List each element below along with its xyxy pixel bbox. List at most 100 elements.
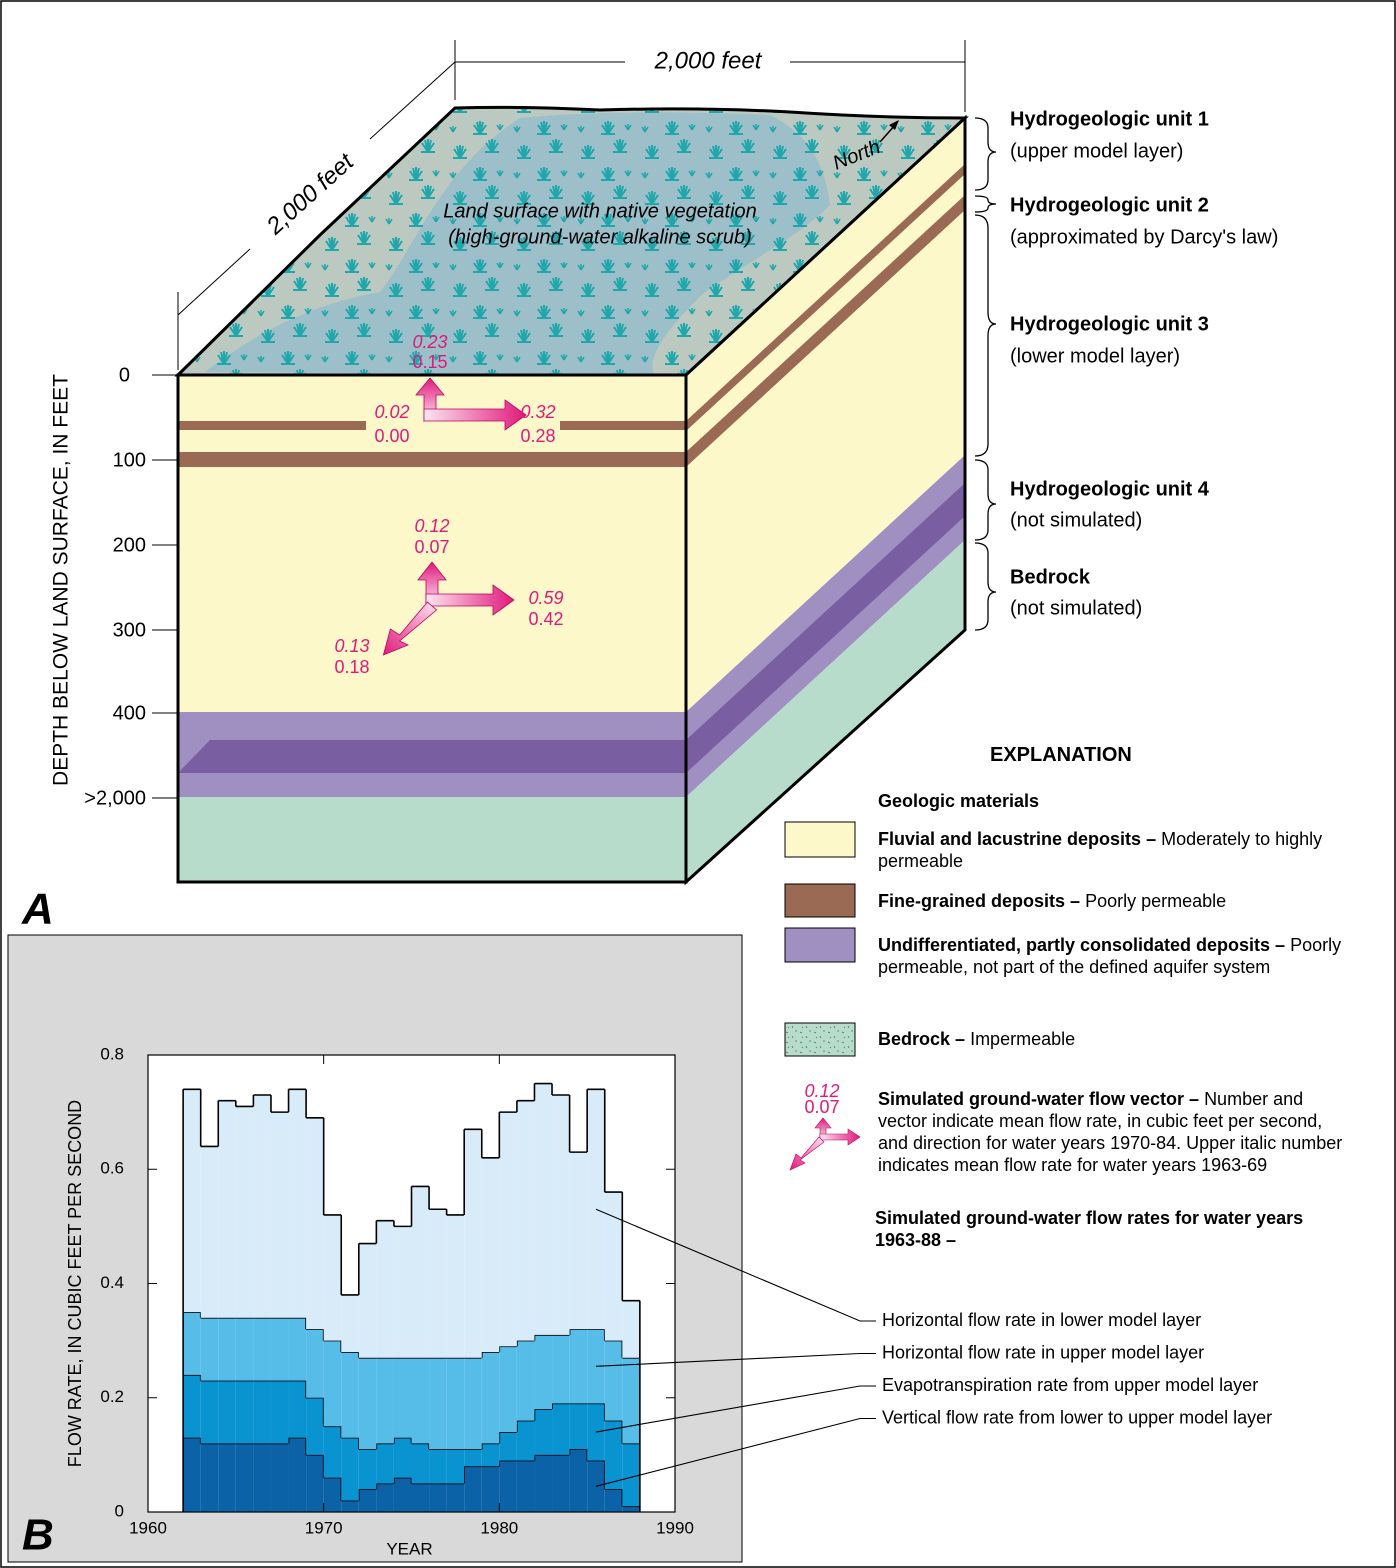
stack-segment: [517, 1101, 535, 1341]
stack-segment: [376, 1443, 394, 1483]
stack-segment: [183, 1312, 201, 1375]
flow-late: 0.07: [414, 537, 449, 557]
stack-segment: [394, 1478, 412, 1512]
stack-segment: [464, 1129, 482, 1358]
flow-early: 0.02: [374, 402, 409, 422]
stack-segment: [271, 1443, 289, 1512]
stack-segment: [341, 1295, 359, 1352]
surface-label: Land surface with native vegetation: [443, 200, 757, 222]
depth-tick-label: 300: [113, 619, 146, 641]
stack-segment: [605, 1421, 623, 1490]
legend-name: Fine-grained deposits –: [878, 891, 1080, 911]
unit-note: (lower model layer): [1010, 345, 1180, 367]
stack-segment: [201, 1381, 219, 1444]
swatch-fine: [785, 884, 855, 917]
stack-segment: [605, 1489, 623, 1512]
stack-segment: [622, 1358, 640, 1444]
stack-segment: [517, 1421, 535, 1461]
stack-segment: [201, 1146, 219, 1317]
stack-segment: [359, 1358, 377, 1449]
y-tick-label: 0.2: [100, 1387, 124, 1406]
y-tick-label: 0.4: [100, 1273, 124, 1292]
stack-segment: [622, 1301, 640, 1358]
dimension-line: [178, 249, 250, 315]
stack-segment: [464, 1358, 482, 1449]
series-label: Evapotranspiration rate from upper model…: [882, 1375, 1258, 1395]
stack-segment: [499, 1112, 517, 1346]
surface-label: (high-ground-water alkaline scrub): [448, 226, 751, 248]
stack-segment: [464, 1449, 482, 1466]
depth-tick-label: 100: [113, 449, 146, 471]
stack-segment: [447, 1483, 465, 1512]
stack-segment: [236, 1443, 254, 1512]
unit-name: Hydrogeologic unit 2: [1010, 194, 1209, 216]
stack-segment: [359, 1449, 377, 1489]
fine-layer: [178, 421, 366, 430]
panel-letter: B: [22, 1511, 54, 1560]
stack-segment: [447, 1358, 465, 1449]
fine-layer: [560, 421, 686, 430]
stack-segment: [482, 1352, 500, 1443]
stack-segment: [289, 1381, 307, 1438]
legend-name: Fluvial and lacustrine deposits –: [878, 829, 1156, 849]
flow-early: 0.32: [520, 402, 555, 422]
fine-layer: [178, 452, 686, 467]
stack-segment: [412, 1483, 430, 1512]
stack-segment: [324, 1478, 342, 1512]
stack-segment: [570, 1152, 588, 1329]
stack-segment: [429, 1358, 447, 1449]
stack-segment: [447, 1449, 465, 1483]
stack-segment: [394, 1226, 412, 1357]
undifferentiated-dark-layer: [178, 740, 686, 773]
brace: [975, 196, 996, 212]
stack-segment: [341, 1352, 359, 1438]
legend-swatches: [785, 822, 855, 1056]
swatch-bedrock: [785, 1023, 855, 1056]
stack-segment: [482, 1158, 500, 1352]
block-diagram: 2,000 feet 2,000 feet North Land surface…: [21, 40, 1278, 934]
depth-tick-label: 400: [113, 702, 146, 724]
swatch-undifferentiated: [785, 928, 855, 962]
brace: [975, 118, 996, 190]
stack-segment: [306, 1455, 324, 1512]
stack-segment: [183, 1438, 201, 1512]
y-tick-label: 0: [115, 1501, 124, 1520]
stack-segment: [271, 1112, 289, 1318]
stack-segment: [552, 1335, 570, 1404]
legend-item: Fine-grained deposits – Poorly permeable: [878, 890, 1348, 912]
stack-segment: [534, 1084, 552, 1335]
flow-early: 0.12: [414, 516, 449, 536]
flow-late: 0.28: [520, 426, 555, 446]
x-tick-label: 1960: [129, 1518, 167, 1537]
stack-segment: [412, 1358, 430, 1444]
stack-segment: [253, 1318, 271, 1381]
stack-segment: [289, 1438, 307, 1512]
series-label: Vertical flow rate from lower to upper m…: [882, 1407, 1272, 1427]
unit-note: (not simulated): [1010, 509, 1142, 531]
unit-name: Hydrogeologic unit 3: [1010, 313, 1209, 335]
stack-segment: [499, 1432, 517, 1461]
brace: [975, 543, 996, 630]
brace: [975, 215, 996, 456]
stack-segment: [447, 1215, 465, 1358]
stack-segment: [552, 1403, 570, 1454]
unit-name: Hydrogeologic unit 1: [1010, 108, 1209, 130]
stack-segment: [605, 1341, 623, 1421]
stack-segment: [218, 1101, 236, 1318]
stack-segment: [517, 1341, 535, 1421]
stack-segment: [394, 1358, 412, 1438]
swatch-fluvial: [785, 822, 855, 857]
stack-segment: [412, 1443, 430, 1483]
flow-late: 0.00: [374, 426, 409, 446]
stack-segment: [429, 1449, 447, 1483]
brace: [975, 460, 996, 540]
stack-segment: [306, 1329, 324, 1398]
stack-segment: [253, 1095, 271, 1318]
depth-ticks: [152, 375, 178, 798]
stack-segment: [412, 1186, 430, 1357]
legend-name: Simulated ground-water flow vector –: [878, 1089, 1199, 1109]
x-tick-label: 1990: [656, 1518, 694, 1537]
legend-vector-late: 0.07: [804, 1097, 839, 1117]
series-label: Horizontal flow rate in lower model laye…: [882, 1310, 1201, 1330]
stack-segment: [622, 1443, 640, 1506]
